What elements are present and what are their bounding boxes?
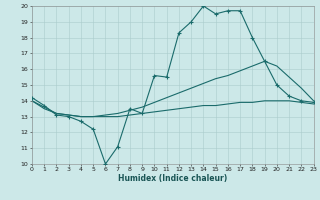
X-axis label: Humidex (Indice chaleur): Humidex (Indice chaleur)	[118, 174, 228, 183]
